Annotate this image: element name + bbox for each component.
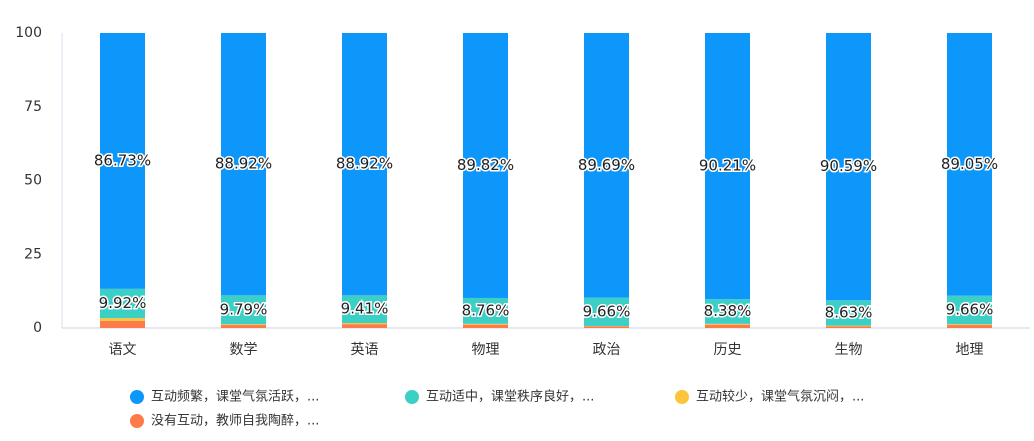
x-tick-label: 数学: [230, 342, 258, 358]
value-label: 9.79%: [220, 300, 268, 318]
bar-segment: [463, 33, 508, 298]
x-tick-label: 政治: [593, 342, 621, 358]
value-label: 89.82%: [457, 156, 514, 174]
y-tick-label: 25: [24, 246, 42, 262]
bar-segment: [221, 324, 266, 326]
value-label: 9.41%: [341, 300, 389, 318]
value-label: 88.92%: [336, 155, 393, 173]
bar-segment: [705, 33, 750, 300]
x-tick-label: 英语: [351, 341, 379, 358]
bar-segment: [100, 318, 145, 321]
value-label: 9.66%: [946, 300, 994, 318]
bar-segment: [826, 300, 871, 326]
bar-segment: [584, 297, 629, 327]
x-tick-label: 历史: [714, 342, 742, 358]
bar-segment: [463, 297, 508, 324]
bar-segment: [342, 295, 387, 324]
legend-label: 互动适中，课堂秩序良好，...: [426, 389, 594, 405]
legend-label: 互动频繁，课堂气氛活跃，...: [151, 389, 319, 405]
bar-segment: [826, 33, 871, 301]
bar-segment: [342, 323, 387, 325]
bar-segment: [342, 33, 387, 296]
legend-marker: [130, 390, 144, 404]
value-label: 8.63%: [825, 303, 873, 321]
legend-label: 互动较少，课堂气氛沉闷，...: [696, 389, 864, 405]
value-label: 9.92%: [99, 294, 147, 312]
bar-segment: [947, 324, 992, 326]
bar-segment: [221, 33, 266, 296]
bar-segment: [947, 325, 992, 328]
value-label: 86.73%: [94, 151, 151, 169]
value-label: 8.76%: [462, 301, 510, 319]
legend-label: 没有互动，教师自我陶醉，...: [151, 413, 319, 429]
value-label: 90.59%: [820, 157, 877, 175]
bar-segment: [705, 324, 750, 328]
bar-segment: [705, 299, 750, 324]
bar-segment: [463, 323, 508, 325]
legend-marker: [405, 390, 419, 404]
value-label: 9.66%: [583, 302, 631, 320]
value-label: 89.69%: [578, 156, 635, 174]
x-tick-label: 物理: [472, 342, 500, 358]
legend-marker: [675, 390, 689, 404]
bar-segment: [705, 323, 750, 325]
bar-segment: [826, 326, 871, 328]
y-tick-label: 50: [24, 173, 42, 189]
y-tick-label: 100: [15, 25, 42, 41]
value-label: 88.92%: [215, 155, 272, 173]
value-label: 90.21%: [699, 157, 756, 175]
y-tick-label: 0: [33, 320, 42, 336]
bar-segment: [100, 320, 145, 328]
bar-segment: [826, 325, 871, 327]
bar-segment: [463, 324, 508, 328]
bar-segment: [100, 33, 145, 289]
value-label: 89.05%: [941, 155, 998, 173]
bar-segment: [221, 295, 266, 325]
y-tick-label: 75: [24, 99, 42, 115]
bar-segment: [584, 33, 629, 298]
x-tick-label: 生物: [835, 342, 863, 358]
x-tick-label: 语文: [109, 342, 137, 358]
bar-segment: [947, 295, 992, 325]
bar-segment: [342, 324, 387, 328]
bar-segment: [100, 288, 145, 319]
bar-segment: [947, 33, 992, 296]
x-tick-label: 地理: [956, 342, 984, 358]
value-label: 8.38%: [704, 302, 752, 320]
legend-marker: [130, 414, 144, 428]
bar-segment: [221, 325, 266, 328]
bar-segment: [584, 326, 629, 328]
